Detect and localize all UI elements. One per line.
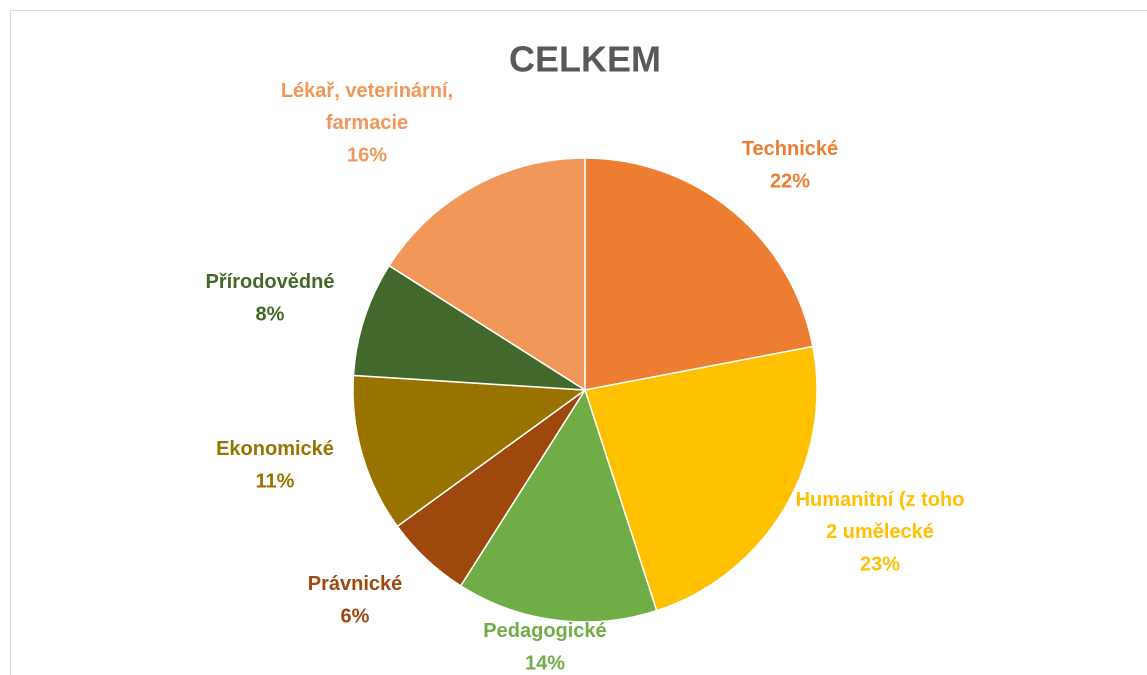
value-label: 16% bbox=[347, 144, 387, 166]
slice-label: Ekonomické bbox=[216, 438, 334, 460]
pie-slice bbox=[584, 345, 818, 612]
label-line: Humanitní (z toho bbox=[796, 489, 965, 511]
pie-slice bbox=[584, 157, 814, 391]
value-label: 8% bbox=[256, 303, 285, 325]
value-label: 11% bbox=[256, 470, 295, 492]
slice-label: Pedagogické bbox=[483, 620, 606, 642]
pie-slice bbox=[352, 374, 588, 528]
label-line: Právnické bbox=[308, 573, 403, 595]
chart-title: CELKEM bbox=[509, 39, 661, 80]
label-line: farmacie bbox=[326, 112, 408, 134]
label-line: Přírodovědné bbox=[206, 271, 335, 293]
pie-slice bbox=[388, 157, 586, 392]
value-label: 23% bbox=[860, 553, 900, 575]
slice-label: Přírodovědné bbox=[206, 271, 335, 293]
label-line: Ekonomické bbox=[216, 438, 334, 460]
label-line: Pedagogické bbox=[483, 620, 606, 642]
slice-label: Právnické bbox=[308, 573, 403, 595]
slice-label: Humanitní (z toho 2 umělecké bbox=[796, 489, 965, 543]
label-line: Technické bbox=[742, 138, 838, 160]
slice-label: Technické bbox=[742, 138, 838, 160]
pie-slice bbox=[459, 388, 658, 623]
pie-slice bbox=[352, 264, 586, 391]
value-label: 14% bbox=[525, 652, 565, 674]
slice-label: Lékař, veterinární, farmacie bbox=[281, 80, 453, 134]
label-line: 2 umělecké bbox=[826, 521, 934, 543]
label-line: Lékař, veterinární, bbox=[281, 80, 453, 102]
value-label: 6% bbox=[341, 605, 370, 627]
value-label: 22% bbox=[770, 170, 810, 192]
